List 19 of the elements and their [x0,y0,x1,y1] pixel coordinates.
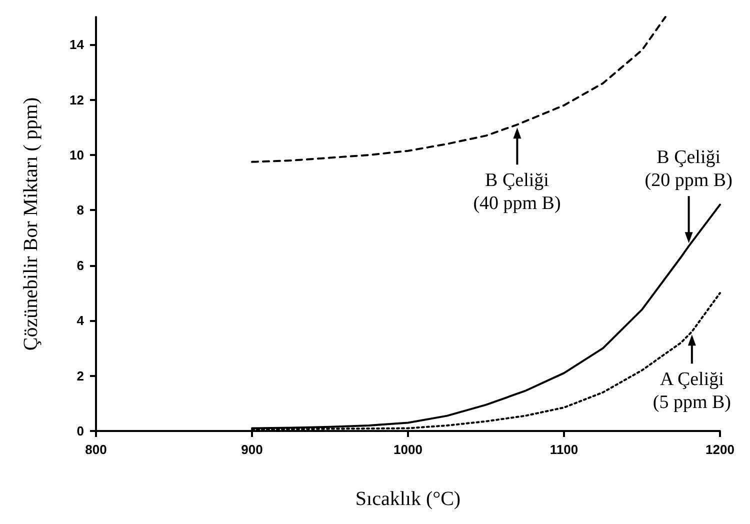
y-tick-label: 14 [70,37,85,52]
y-tick-label: 8 [76,202,84,218]
line-series [251,16,666,163]
x-tick-label: 1000 [394,442,422,457]
y-tick-label: 0 [76,424,84,438]
y-tick-label: 10 [70,148,84,162]
x-axis-title: Sıcaklık (°C) [355,488,461,510]
annotation: B Çeliği (20 ppm B) [644,146,732,192]
x-tick-label: 1100 [550,442,578,457]
x-tick-label: 1200 [706,442,734,457]
y-tick-label: 4 [76,313,85,328]
x-tick-label: 800 [85,442,107,457]
y-tick-label: 2 [76,368,84,384]
annotation: B Çeliği (40 ppm B) [473,168,561,215]
annotation: A Çeliği (5 ppm B) [652,368,732,414]
y-axis-title: Çözünebilir Bor Miktarı ( ppm) [20,97,42,351]
x-tick-label: 900 [241,442,263,457]
y-tick-label: 12 [70,92,84,108]
y-tick-label: 6 [76,258,84,273]
